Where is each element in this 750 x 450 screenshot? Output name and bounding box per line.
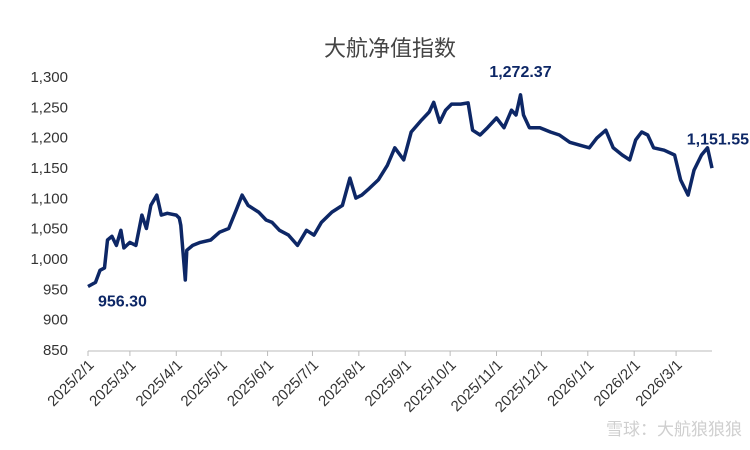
- value-label: 1,151.55: [687, 131, 749, 148]
- x-tick-label: 2025/3/1: [86, 357, 139, 410]
- value-label: 956.30: [98, 294, 147, 311]
- y-tick-label: 1,300: [30, 69, 68, 86]
- line: [87, 93, 714, 289]
- x-tick-label: 2025/8/1: [315, 357, 368, 410]
- y-tick-label: 1,050: [30, 221, 68, 238]
- y-tick-label: 850: [43, 342, 68, 359]
- x-tick-label: 2025/4/1: [133, 357, 186, 410]
- x-tick-label: 2026/1/1: [544, 357, 597, 410]
- x-tick-label: 2025/7/1: [269, 357, 322, 410]
- y-tick-label: 1,200: [30, 130, 68, 147]
- x-tick-label: 2025/6/1: [224, 357, 277, 410]
- y-tick-label: 1,000: [30, 251, 68, 268]
- chart-title: 大航净值指数: [324, 37, 456, 62]
- y-tick-label: 900: [43, 312, 68, 329]
- x-tick-label: 2025/5/1: [178, 357, 231, 410]
- y-tick-label: 1,150: [30, 160, 68, 177]
- x-tick-label: 2026/3/1: [632, 357, 685, 410]
- watermark: 雪球：大航狼狼狼: [606, 420, 742, 440]
- value-label: 1,272.37: [489, 64, 551, 81]
- y-tick-label: 1,100: [30, 190, 68, 207]
- y-tick-label: 950: [43, 281, 68, 298]
- y-tick-label: 1,250: [30, 99, 68, 116]
